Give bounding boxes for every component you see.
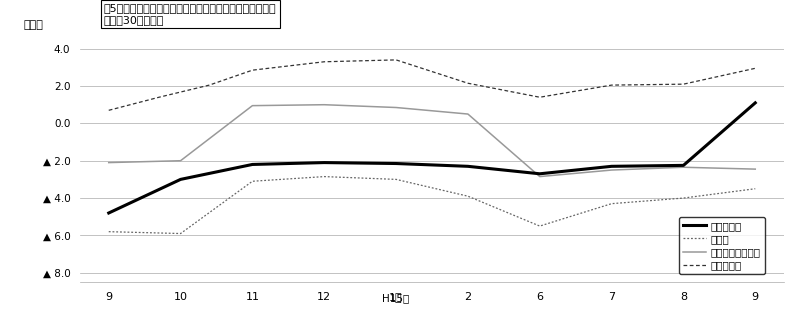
Text: 図5　主要業種別・常用労働者数の推移（対前年同月比）
－規樨30人以上－: 図5 主要業種別・常用労働者数の推移（対前年同月比） －規樨30人以上－ bbox=[104, 3, 277, 25]
Legend: 調査産業計, 製造業, 卸・小売・飲食店, サービス業: 調査産業計, 製造業, 卸・小売・飲食店, サービス業 bbox=[679, 217, 765, 275]
Text: （％）: （％） bbox=[24, 20, 43, 30]
Text: H15年: H15年 bbox=[382, 293, 410, 303]
